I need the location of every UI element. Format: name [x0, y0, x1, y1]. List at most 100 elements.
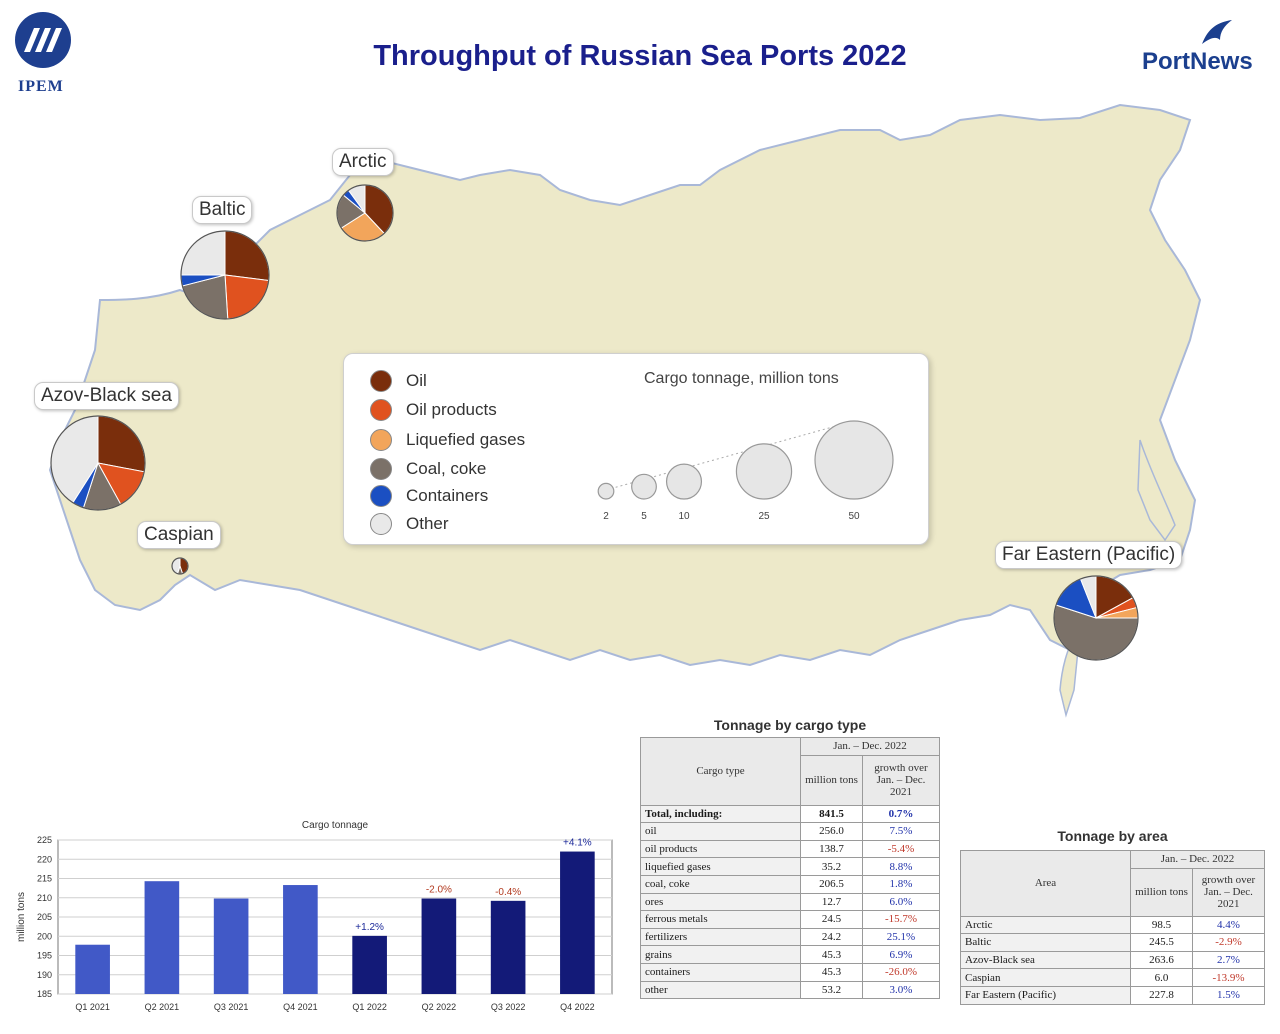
y-tick-label: 185: [37, 989, 52, 999]
legend-item-coal-coke: Coal, coke: [370, 457, 486, 481]
legend-label: Other: [406, 514, 449, 533]
row-tons: 24.5: [800, 910, 863, 929]
y-axis-label: million tons: [16, 892, 27, 942]
row-growth: -2.9%: [1192, 933, 1265, 952]
row-growth: 1.5%: [1192, 985, 1265, 1005]
bar: [75, 944, 110, 994]
row-tons: 138.7: [800, 839, 863, 859]
bar: [560, 851, 595, 994]
row-growth: 1.8%: [862, 874, 940, 894]
row-growth: -15.7%: [862, 910, 940, 929]
y-tick-label: 220: [37, 854, 52, 864]
map-legend: Oil Oil products Liquefied gases Coal, c…: [343, 353, 929, 545]
kamchatka-peninsula: [1137, 439, 1176, 542]
row-label: Caspian: [960, 968, 1131, 987]
col-header-cargo-type: Cargo type: [640, 737, 801, 806]
row-tons: 227.8: [1130, 985, 1193, 1005]
row-growth: 6.9%: [862, 945, 940, 964]
x-tick-label: Q1 2021: [75, 1002, 110, 1012]
col-header-growth: growth over Jan. – Dec. 2021: [862, 754, 940, 806]
bar-annotation: +4.1%: [563, 838, 592, 849]
table-row: liquefied gases 35.2 8.8%: [640, 857, 940, 876]
table-row: fertilizers 24.2 25.1%: [640, 927, 940, 947]
table-row: containers 45.3 -26.0%: [640, 962, 940, 982]
col-header-area: Area: [960, 850, 1131, 917]
size-circle: [665, 463, 703, 500]
size-label: 25: [758, 511, 770, 522]
legend-label: Coal, coke: [406, 459, 487, 478]
pie-caspian: [171, 557, 189, 575]
row-label: grains: [640, 945, 801, 964]
table-row: oil products 138.7 -5.4%: [640, 839, 940, 859]
legend-item-liquefied-gases: Liquefied gases: [370, 428, 525, 452]
row-growth: 3.0%: [862, 980, 940, 1000]
region-label-caspian: Caspian: [137, 521, 221, 549]
region-label-arctic: Arctic: [332, 148, 394, 176]
chart-title: Cargo tonnage: [302, 820, 369, 831]
legend-label: Oil products: [406, 400, 497, 419]
portnews-logo-text: PortNews: [1142, 48, 1253, 75]
row-tons: 12.7: [800, 892, 863, 912]
row-label: ores: [640, 892, 801, 912]
row-label: Total, including:: [640, 804, 801, 824]
table-row: Far Eastern (Pacific) 227.8 1.5%: [960, 985, 1265, 1005]
pie-slice-other: [180, 230, 226, 276]
pie-far-eastern-pacific-: [1053, 575, 1139, 661]
x-tick-label: Q2 2021: [145, 1002, 180, 1012]
ipem-logo-text: IPEM: [18, 78, 64, 95]
size-circle: [735, 443, 793, 500]
row-tons: 841.5: [800, 804, 863, 824]
bar: [352, 935, 387, 994]
size-circle: [631, 473, 657, 500]
legend-size-circles: 2 5 10 25 50: [597, 420, 894, 522]
size-circle: [814, 420, 894, 500]
y-tick-label: 200: [37, 931, 52, 941]
row-tons: 53.2: [800, 980, 863, 1000]
y-tick-label: 225: [37, 835, 52, 845]
row-label: liquefied gases: [640, 857, 801, 876]
row-label: oil: [640, 822, 801, 841]
row-tons: 98.5: [1130, 915, 1193, 935]
row-label: Azov-Black sea: [960, 950, 1131, 970]
table-row: Arctic 98.5 4.4%: [960, 915, 1265, 935]
row-tons: 245.5: [1130, 933, 1193, 952]
x-tick-label: Q4 2022: [560, 1002, 595, 1012]
col-header-period: Jan. – Dec. 2022: [1130, 850, 1265, 869]
cargo-type-table: Cargo type Jan. – Dec. 2022 million tons…: [640, 737, 940, 1000]
table-row: coal, coke 206.5 1.8%: [640, 874, 940, 894]
bar: [213, 898, 249, 994]
size-label: 10: [678, 511, 690, 522]
row-label: containers: [640, 962, 801, 982]
y-tick-label: 205: [37, 912, 52, 922]
legend-label: Containers: [406, 486, 489, 505]
legend-item-oil-products: Oil products: [370, 398, 497, 422]
row-tons: 45.3: [800, 962, 863, 982]
row-tons: 256.0: [800, 822, 863, 841]
row-label: coal, coke: [640, 874, 801, 894]
row-label: ferrous metals: [640, 910, 801, 929]
col-header-tons: million tons: [800, 754, 863, 806]
row-label: fertilizers: [640, 927, 801, 947]
row-tons: 24.2: [800, 927, 863, 947]
bar: [283, 885, 318, 994]
ipem-logo-icon: [15, 12, 71, 68]
region-label-far-eastern: Far Eastern (Pacific): [995, 541, 1183, 569]
region-label-azov-black-sea: Azov-Black sea: [34, 382, 179, 410]
legend-item-containers: Containers: [370, 484, 488, 508]
row-tons: 45.3: [800, 945, 863, 964]
bird-icon: [1202, 20, 1232, 44]
row-label: other: [640, 980, 801, 1000]
row-growth: 7.5%: [862, 822, 940, 841]
x-tick-label: Q1 2022: [352, 1002, 387, 1012]
row-growth: -26.0%: [862, 962, 940, 982]
row-growth: -5.4%: [862, 839, 940, 859]
bar-annotation: +1.2%: [355, 922, 384, 933]
x-tick-label: Q2 2022: [422, 1002, 457, 1012]
pie-outline: [1053, 575, 1139, 661]
table-row: Caspian 6.0 -13.9%: [960, 968, 1265, 987]
row-tons: 35.2: [800, 857, 863, 876]
table-row: Azov-Black sea 263.6 2.7%: [960, 950, 1265, 970]
x-tick-label: Q3 2021: [214, 1002, 249, 1012]
table-row: ores 12.7 6.0%: [640, 892, 940, 912]
bar: [490, 900, 526, 994]
